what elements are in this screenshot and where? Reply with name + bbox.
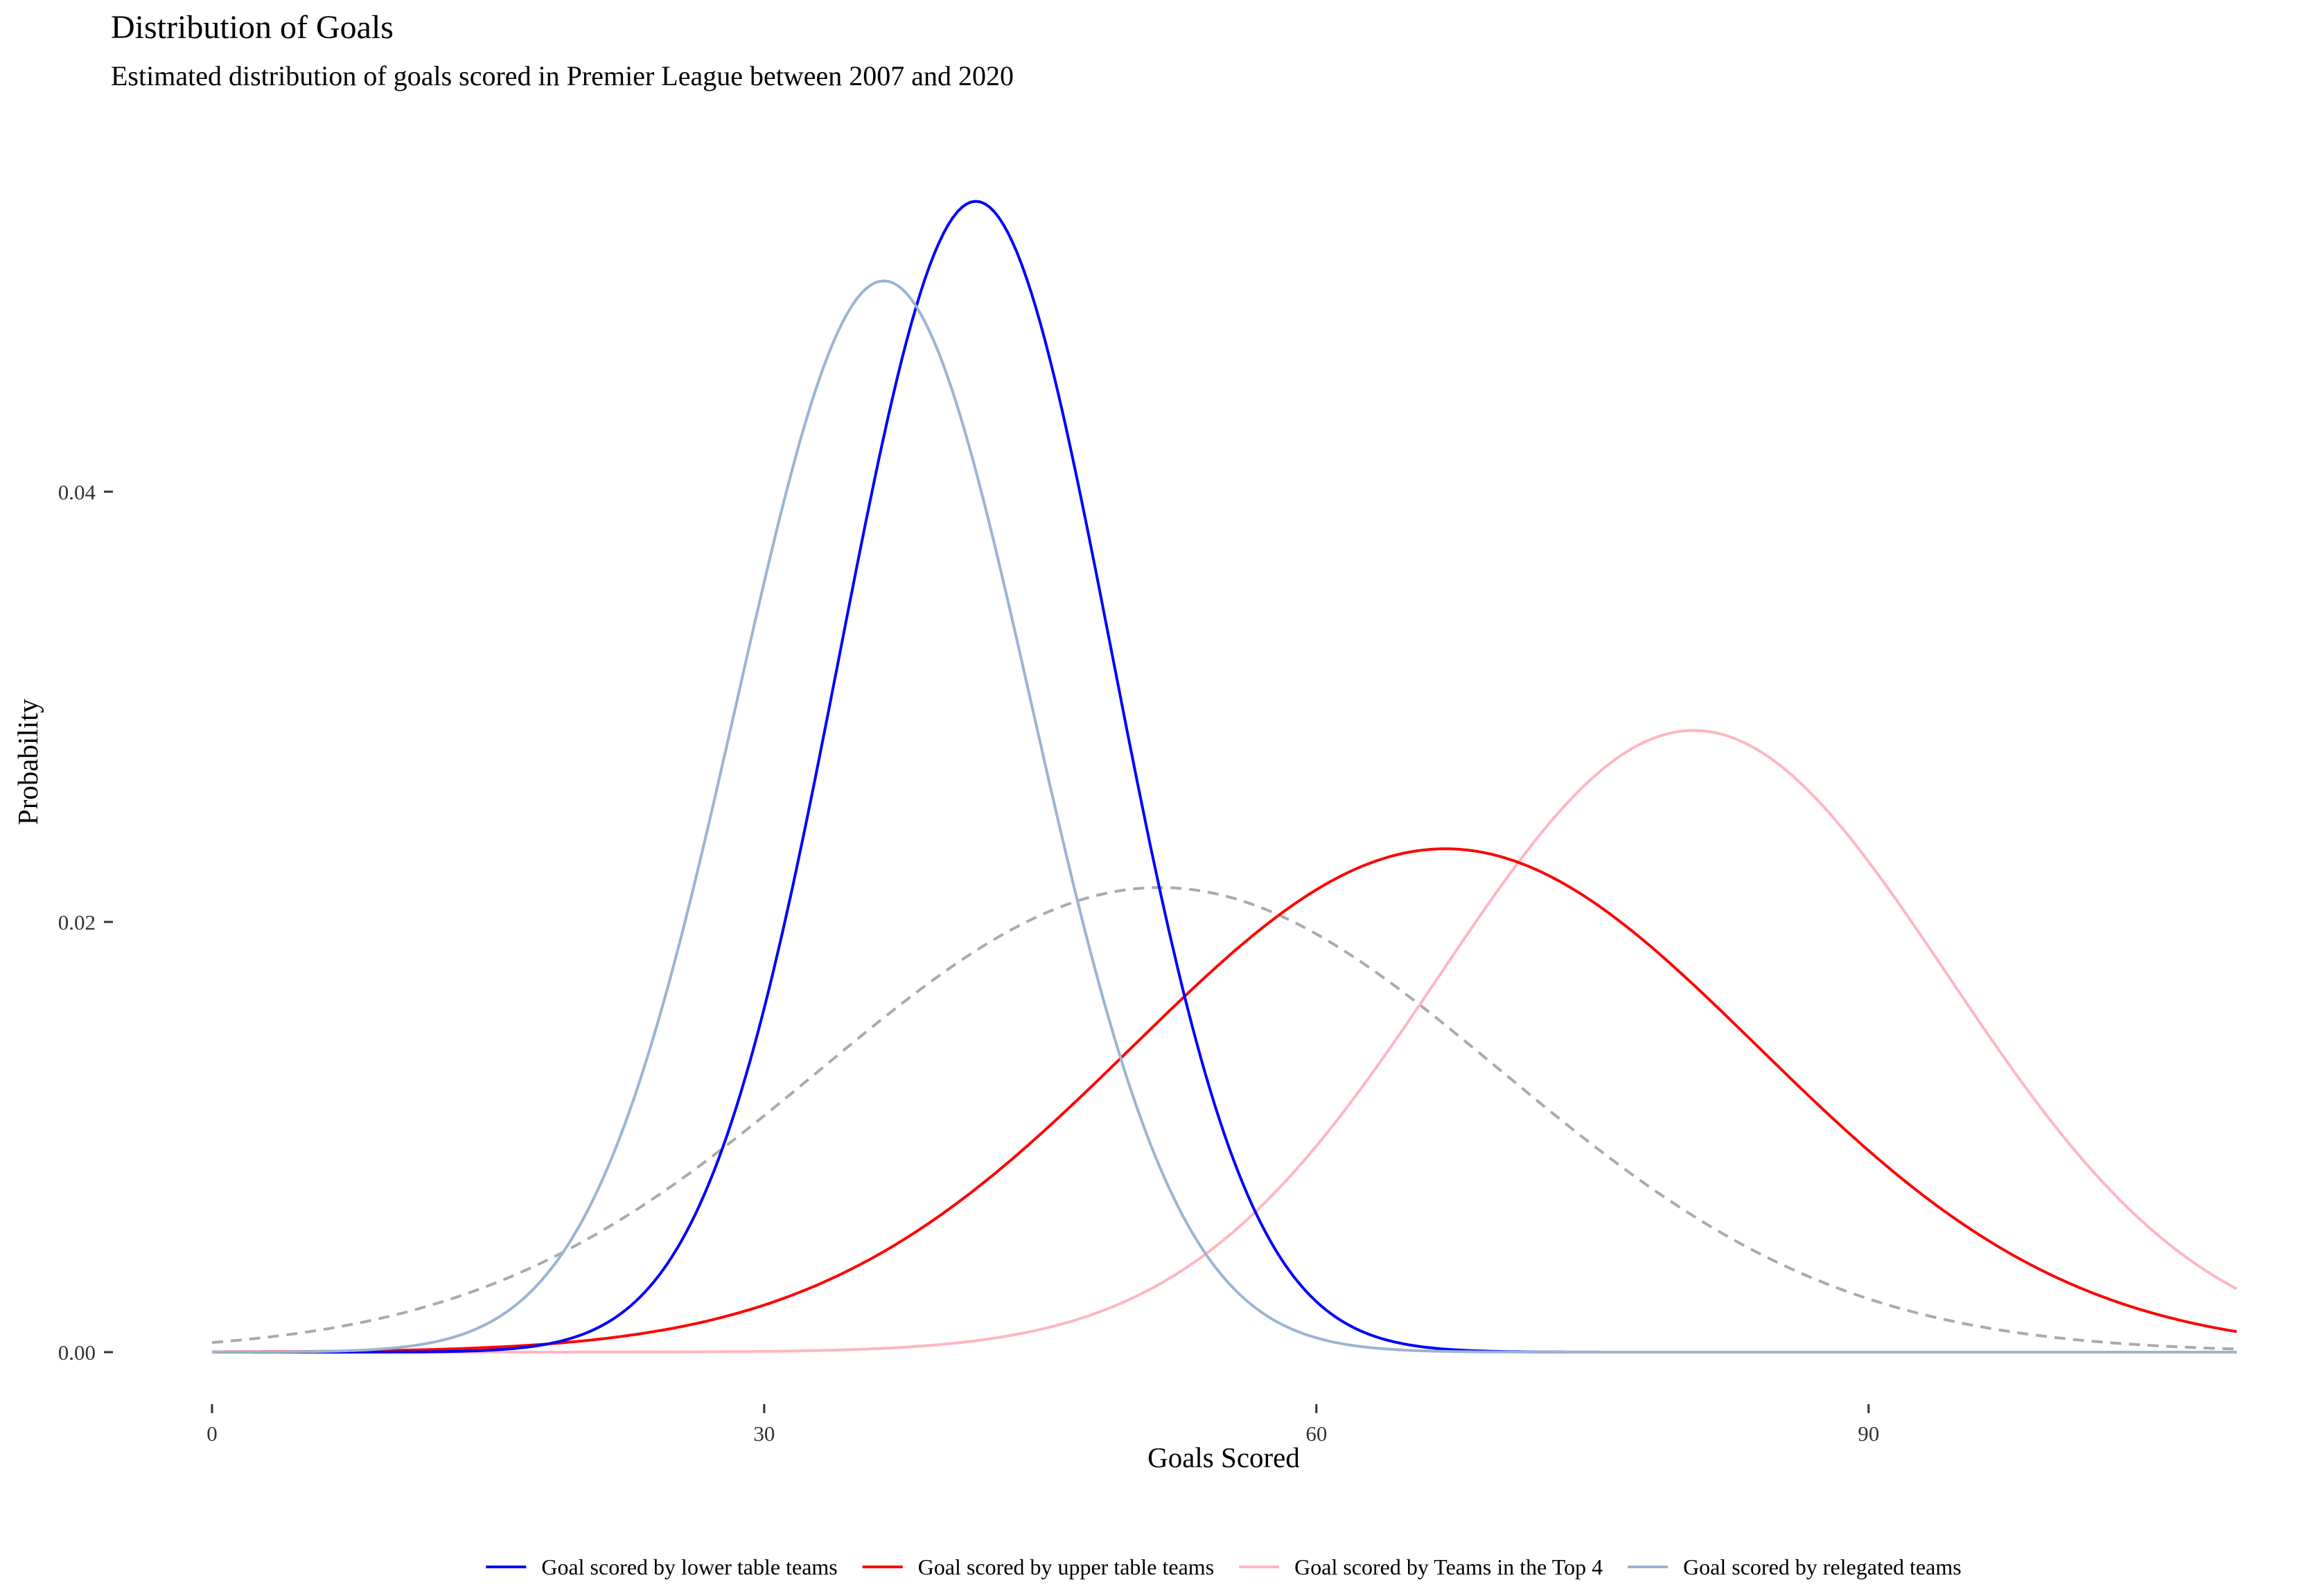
legend-label: Goal scored by Teams in the Top 4 [1294, 1554, 1603, 1579]
y-axis: 0.00 0.02 0.04 [58, 480, 113, 1365]
plot-area [211, 200, 2237, 1354]
legend-label: Goal scored by lower table teams [541, 1554, 837, 1579]
x-axis-title: Goals Scored [1147, 1442, 1300, 1473]
y-tick-label: 0.02 [58, 910, 96, 934]
y-axis-title: Probability [12, 698, 44, 825]
x-tick-label: 30 [753, 1421, 775, 1446]
chart-subtitle: Estimated distribution of goals scored i… [111, 60, 1014, 91]
y-tick-label: 0.00 [58, 1340, 96, 1365]
series-line-goal-scored-by-relegated-teams [211, 279, 2237, 1354]
series-line-goal-scored-by-teams-in-the-top-4 [212, 729, 2237, 1354]
x-tick-label: 0 [206, 1421, 218, 1446]
x-tick-label: 60 [1305, 1421, 1327, 1446]
x-tick-label: 90 [1858, 1421, 1879, 1446]
legend-label: Goal scored by relegated teams [1683, 1554, 1962, 1579]
x-axis: 0 30 60 90 [206, 1404, 1879, 1446]
chart-title: Distribution of Goals [111, 9, 394, 46]
series-line-goal-scored-by-lower-table-teams [212, 200, 2237, 1354]
legend-label: Goal scored by upper table teams [918, 1554, 1214, 1579]
legend: Goal scored by lower table teams Goal sco… [486, 1554, 1962, 1579]
y-tick-label: 0.04 [58, 480, 96, 504]
series-line-reference [211, 886, 2237, 1351]
